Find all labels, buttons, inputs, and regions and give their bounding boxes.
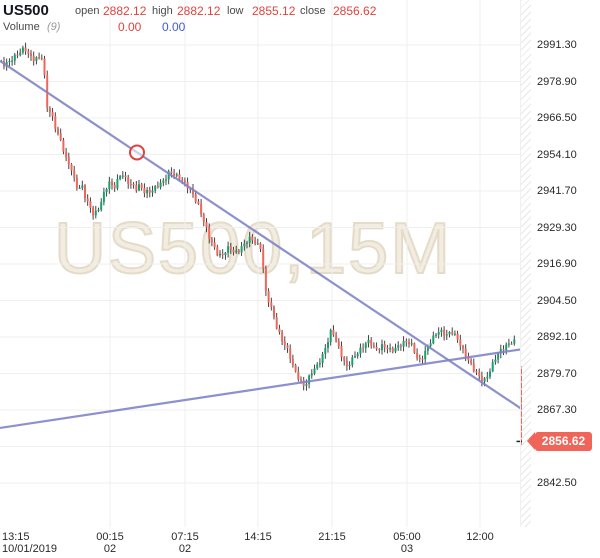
price-tick-label: 2941.70 xyxy=(537,185,577,197)
axis-gutter-hatch xyxy=(520,0,531,527)
ascending-trendline[interactable] xyxy=(0,348,522,430)
indicator-value-2: 0.00 xyxy=(162,20,186,34)
time-tick-label: 14:15 xyxy=(244,531,272,543)
time-tick-label: 00:15 02 xyxy=(96,531,124,555)
price-tick-label: 2892.10 xyxy=(537,331,577,343)
time-tick-label: 07:15 02 xyxy=(171,531,199,555)
indicator-value-1: 0.00 xyxy=(118,20,142,34)
price-tick-label: 2867.30 xyxy=(537,404,577,416)
circle-marker[interactable] xyxy=(129,144,145,161)
watermark: US500,15M xyxy=(53,208,453,290)
chart-legend: US500 open 2882.12 high 2882.12 low 2855… xyxy=(0,0,530,36)
open-label: open xyxy=(75,5,100,17)
price-chart[interactable]: US500,15M US500 open 2882.12 high 2882.1… xyxy=(0,0,530,527)
price-tick-label: 2929.30 xyxy=(537,221,577,234)
price-tick-label: 2916.90 xyxy=(537,258,577,270)
gridlines xyxy=(0,0,520,527)
open-value: 2882.12 xyxy=(103,4,147,18)
time-axis[interactable]: 13:15 10/01/2019 00:15 02 07:15 02 14:15 21:15 0… xyxy=(0,527,600,558)
low-label: low xyxy=(227,5,244,17)
last-price-tick xyxy=(516,440,522,443)
price-axis[interactable]: 2991.30 2978.90 2966.50 2954.10 2941.70 2929.… xyxy=(530,0,600,527)
close-value: 2856.62 xyxy=(333,4,377,18)
last-price-badge: 2856.62 xyxy=(527,432,592,451)
indicator-name[interactable]: Volume xyxy=(3,21,40,33)
price-tick-label: 2904.50 xyxy=(537,294,577,307)
close-label: close xyxy=(300,5,326,17)
price-tick-label: 2879.70 xyxy=(537,367,577,380)
price-tick-label: 2842.50 xyxy=(537,477,577,489)
price-tick-label: 2978.90 xyxy=(537,75,577,88)
price-tick-label: 2966.50 xyxy=(537,112,577,124)
high-label: high xyxy=(152,5,173,17)
chart-canvas[interactable] xyxy=(0,0,530,527)
indicator-param: (9) xyxy=(47,21,61,33)
time-tick-label: 21:15 xyxy=(318,531,346,543)
high-value: 2882.12 xyxy=(177,4,221,18)
price-tick-label: 2991.30 xyxy=(537,39,577,51)
price-tick-label: 2954.10 xyxy=(537,148,577,161)
symbol-title[interactable]: US500 xyxy=(3,2,49,19)
time-tick-label: 05:00 03 xyxy=(393,531,421,555)
descending-trendline[interactable] xyxy=(0,59,522,410)
low-value: 2855.12 xyxy=(252,4,296,18)
time-tick-label: 13:15 10/01/2019 xyxy=(2,531,58,555)
time-tick-label: 12:00 xyxy=(466,531,494,543)
